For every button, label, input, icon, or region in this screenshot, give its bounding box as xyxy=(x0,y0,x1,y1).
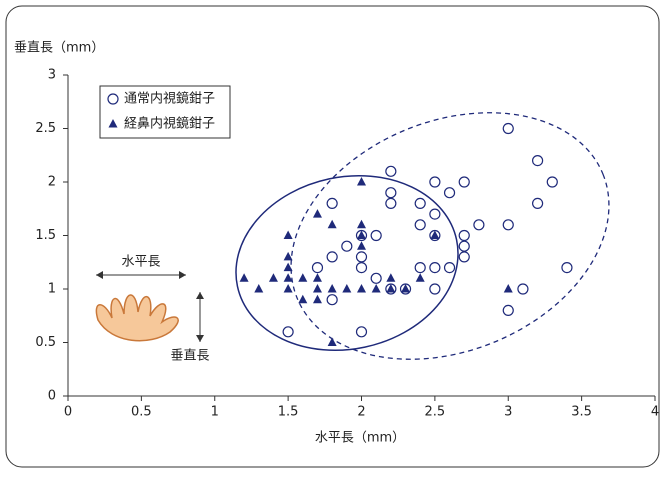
y-tick-label: 0.5 xyxy=(35,335,56,350)
legend-label: 通常内視鏡鉗子 xyxy=(124,91,215,107)
frame xyxy=(6,6,659,467)
x-axis-label: 水平長（mm） xyxy=(315,431,405,446)
x-tick-label: 1 xyxy=(211,405,219,420)
x-tick-label: 0.5 xyxy=(131,405,152,420)
y-tick-label: 2 xyxy=(48,175,56,190)
y-tick-label: 1 xyxy=(48,282,56,297)
y-tick-label: 0 xyxy=(48,389,56,404)
x-tick-label: 2.5 xyxy=(425,405,446,420)
y-tick-label: 3 xyxy=(48,68,56,83)
x-tick-label: 3 xyxy=(504,405,512,420)
x-tick-label: 4 xyxy=(651,405,659,420)
y-tick-label: 2.5 xyxy=(35,121,56,136)
x-tick-label: 0 xyxy=(64,405,72,420)
x-tick-label: 1.5 xyxy=(278,405,299,420)
x-tick-label: 2 xyxy=(357,405,365,420)
y-tick-label: 1.5 xyxy=(35,228,56,243)
legend-label: 経鼻内視鏡鉗子 xyxy=(124,116,215,132)
inset-label: 水平長 xyxy=(121,255,160,270)
y-axis-label: 垂直長（mm） xyxy=(14,41,104,56)
chart: 垂直長（mm） 水平長（mm） 水平長 垂直長 0 0.5 1 1.5 2 2.5 3 0 0.… xyxy=(0,0,665,473)
x-tick-label: 3.5 xyxy=(571,405,592,420)
inset-label: 垂直長 xyxy=(170,349,209,364)
